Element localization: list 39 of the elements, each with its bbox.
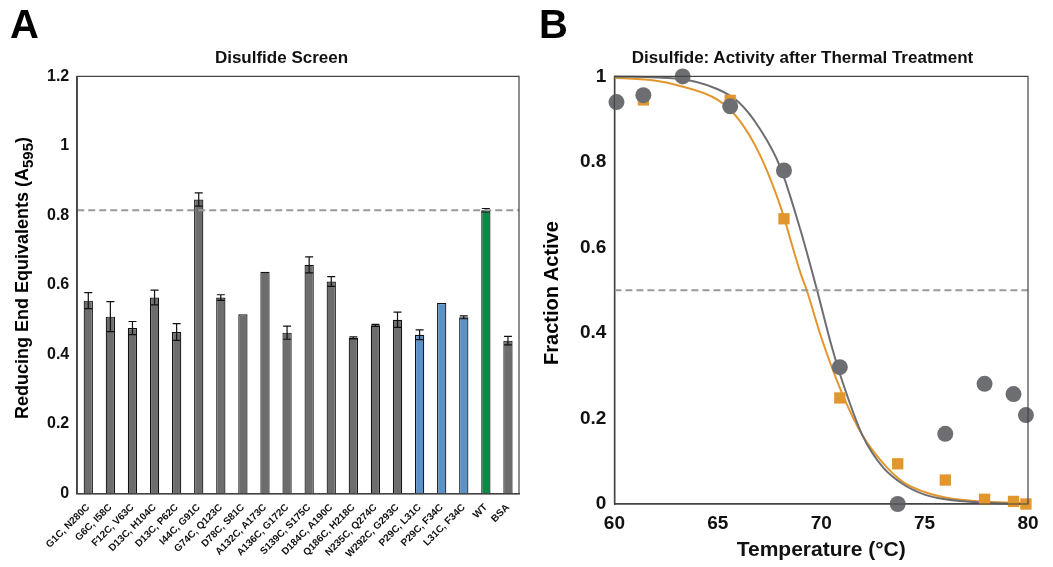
y-tick-label: 0.8 (579, 150, 607, 172)
point (608, 94, 625, 111)
point (722, 98, 739, 115)
y-tick-label: 0.8 (46, 205, 70, 223)
y-tick-label: 0.6 (46, 275, 70, 293)
point (778, 213, 790, 225)
point (1020, 498, 1032, 510)
point (831, 359, 848, 376)
x-tick-label: 75 (914, 511, 936, 533)
x-tick-label: BSA (488, 501, 512, 525)
y-tick-label: 0 (60, 484, 70, 502)
point (937, 425, 954, 442)
point (976, 375, 993, 392)
point (939, 474, 951, 486)
point (834, 392, 846, 404)
point (1005, 386, 1022, 403)
y-tick-label: 0.4 (579, 321, 607, 343)
x-tick-label: 60 (603, 511, 625, 533)
point (775, 162, 792, 179)
y-tick-label: 0 (595, 492, 607, 514)
chart-title: Disulfide Screen (214, 47, 349, 67)
text: B (539, 2, 568, 47)
text: A (10, 2, 39, 47)
chart-title: Disulfide: Activity after Thermal Treatment (631, 47, 974, 67)
y-tick-label: 0.6 (579, 235, 607, 257)
y-axis-title: Fraction Active (539, 220, 563, 367)
x-tick-label: WT (470, 501, 490, 521)
y-tick-label: 0.4 (46, 344, 70, 362)
x-axis-title: Temperature (°C) (736, 537, 906, 561)
point (892, 458, 904, 470)
y-tick-label: 0.2 (46, 414, 70, 432)
y-tick-label: 1 (595, 64, 607, 86)
point (635, 87, 652, 104)
x-tick-label: 80 (1017, 511, 1039, 533)
y-tick-label: 0.2 (579, 406, 607, 428)
y-tick-label: 1.2 (46, 66, 70, 84)
y-tick-label: 1 (60, 136, 70, 154)
x-tick-label: 70 (810, 511, 832, 533)
x-tick-label: 65 (707, 511, 729, 533)
